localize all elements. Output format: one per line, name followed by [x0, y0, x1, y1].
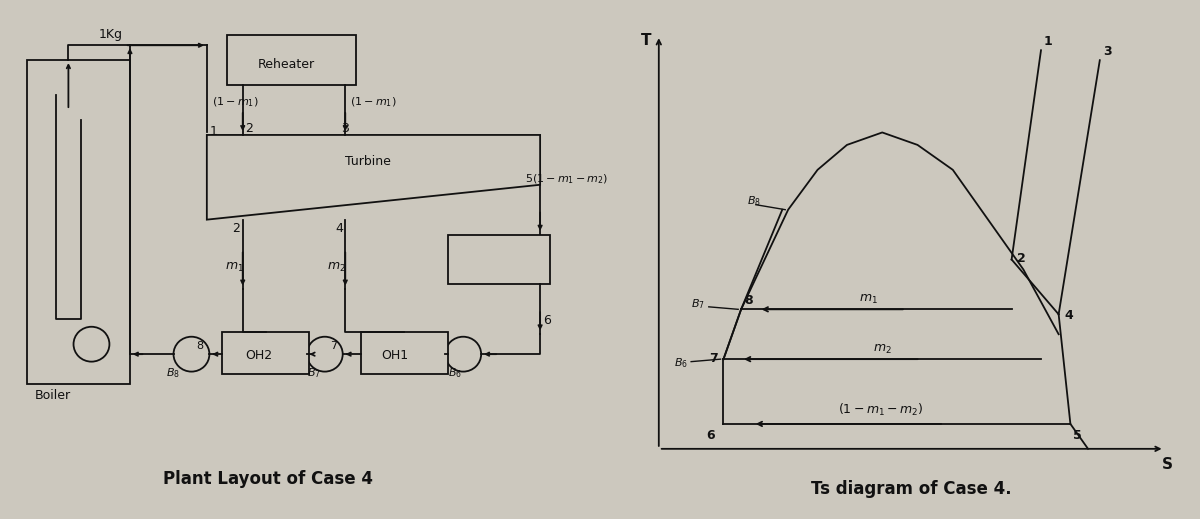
Bar	[361, 332, 448, 374]
Text: 8: 8	[197, 341, 204, 351]
Text: 6: 6	[706, 429, 714, 442]
Text: $(1-m_1)$: $(1-m_1)$	[350, 95, 397, 109]
Text: Boiler: Boiler	[35, 389, 71, 402]
Text: 1: 1	[1044, 35, 1052, 48]
Text: 8: 8	[744, 294, 752, 307]
Text: $B_8$: $B_8$	[166, 366, 180, 380]
Text: $m_2$: $m_2$	[328, 261, 346, 274]
Text: $m_1$: $m_1$	[224, 261, 244, 274]
Text: 2: 2	[245, 122, 253, 135]
Text: $5(1-m_1-m_2)$: $5(1-m_1-m_2)$	[524, 172, 608, 186]
Text: 3: 3	[1103, 45, 1111, 58]
Text: 1: 1	[210, 125, 217, 138]
Text: Reheater: Reheater	[258, 58, 316, 71]
Text: Turbine: Turbine	[346, 155, 391, 168]
Text: 2: 2	[233, 222, 240, 235]
Text: 6: 6	[542, 315, 551, 327]
Text: T: T	[641, 33, 652, 48]
Bar	[227, 35, 355, 85]
Text: 3: 3	[341, 122, 349, 135]
Text: Plant Layout of Case 4: Plant Layout of Case 4	[163, 470, 373, 488]
Text: $(1-m_1)$: $(1-m_1)$	[212, 95, 258, 109]
Text: $m_1$: $m_1$	[859, 293, 877, 306]
Text: $m_2$: $m_2$	[874, 343, 893, 356]
Text: $B_8$: $B_8$	[746, 195, 761, 209]
Text: $B_6$: $B_6$	[448, 366, 462, 380]
Text: 5: 5	[1073, 429, 1082, 442]
Polygon shape	[206, 135, 540, 220]
Bar	[28, 60, 130, 384]
Text: $B_7$: $B_7$	[691, 297, 706, 311]
Circle shape	[445, 337, 481, 372]
Text: $(1-m_1-m_2)$: $(1-m_1-m_2)$	[838, 402, 924, 418]
Text: 7: 7	[330, 341, 337, 351]
Circle shape	[307, 337, 343, 372]
Text: 1Kg: 1Kg	[100, 28, 124, 41]
Text: 2: 2	[1018, 252, 1026, 265]
Text: 7: 7	[709, 352, 718, 365]
Text: 4: 4	[1064, 309, 1073, 322]
Text: S: S	[1162, 457, 1172, 472]
Text: $B_7$: $B_7$	[307, 366, 320, 380]
Text: OH1: OH1	[382, 349, 408, 362]
Text: 4: 4	[335, 222, 343, 235]
Bar	[448, 235, 551, 284]
Text: Ts diagram of Case 4.: Ts diagram of Case 4.	[811, 480, 1012, 498]
Circle shape	[174, 337, 210, 372]
Text: OH2: OH2	[245, 349, 272, 362]
Circle shape	[73, 327, 109, 362]
Text: $B_6$: $B_6$	[673, 357, 688, 371]
Bar	[222, 332, 310, 374]
